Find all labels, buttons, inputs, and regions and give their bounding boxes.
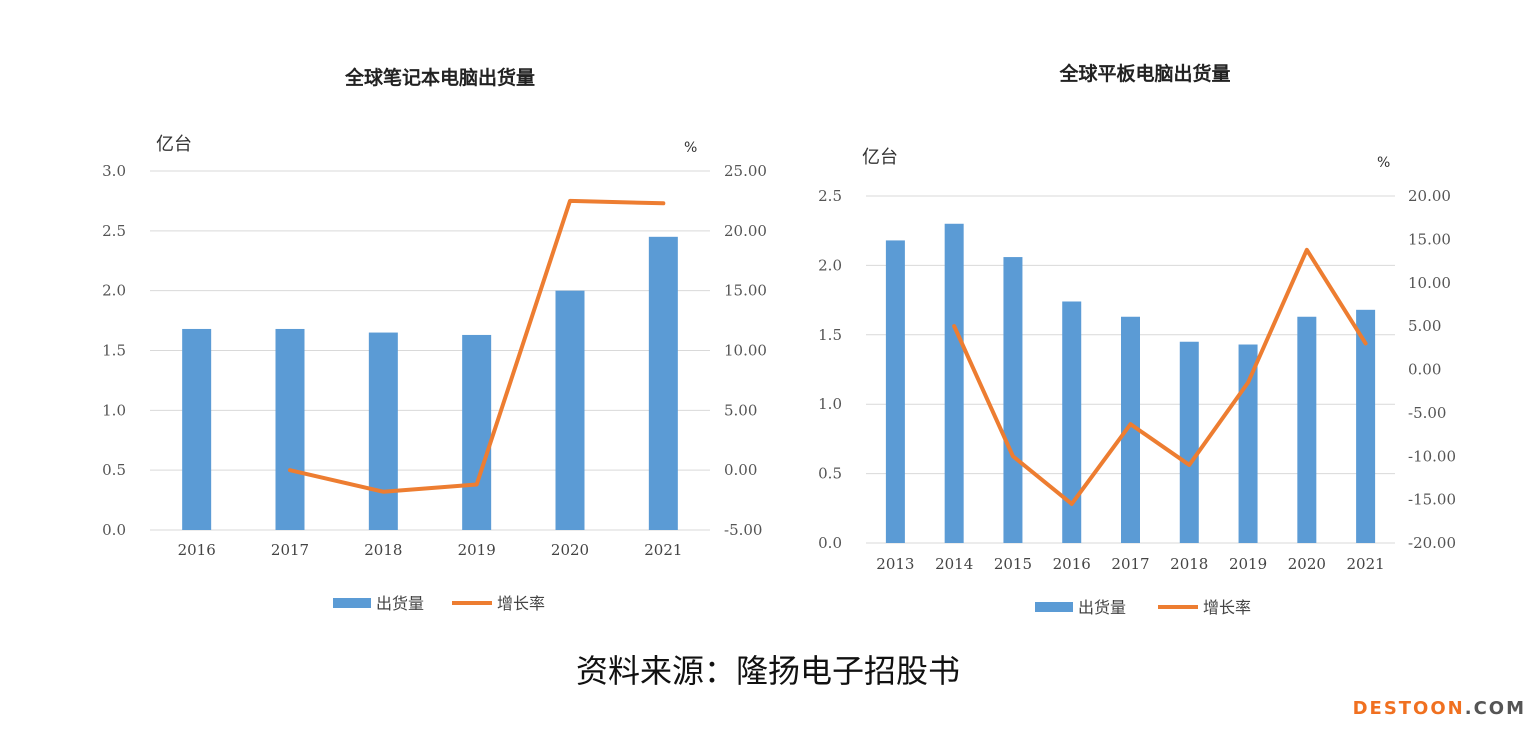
bar-shipments-2015 xyxy=(1003,257,1023,543)
left-axis-tick-label: 0.5 xyxy=(102,461,126,479)
bar-shipments-2013 xyxy=(885,240,905,543)
chart-1-legend-bar-swatch xyxy=(333,598,371,608)
left-axis-tick-label: 2.0 xyxy=(818,256,842,274)
right-axis-tick-label: 5.00 xyxy=(1408,317,1441,335)
category-tick-label: 2020 xyxy=(1288,555,1326,573)
category-tick-label: 2019 xyxy=(1229,555,1267,573)
bar-shipments-2020 xyxy=(1297,316,1317,543)
chart-2-title: 全球平板电脑出货量 xyxy=(1058,62,1230,85)
right-axis-tick-label: 10.00 xyxy=(724,342,767,360)
left-axis-tick-label: 1.0 xyxy=(102,401,126,419)
chart-1: 全球笔记本电脑出货量 亿台 % 0.0 0.5 1.0 1.5 2.0 2.5 3.0 -5.… xyxy=(102,66,767,613)
right-axis-tick-label: 20.00 xyxy=(1408,187,1451,205)
bar-shipments-2016 xyxy=(1062,301,1082,543)
chart-2: 全球平板电脑出货量 亿台 % 0.0 0.5 1.0 1.5 2.0 2.5 -20.00 -… xyxy=(818,62,1456,617)
category-tick-label: 2015 xyxy=(994,555,1032,573)
left-axis-tick-label: 0.0 xyxy=(102,521,126,539)
bar-shipments-2016 xyxy=(182,328,212,530)
growth-rate-line xyxy=(952,247,1368,506)
chart-1-title: 全球笔记本电脑出货量 xyxy=(344,66,535,89)
left-axis-tick-label: 2.0 xyxy=(102,282,126,300)
right-axis-tick-label: 25.00 xyxy=(724,162,767,180)
bar-shipments-2018 xyxy=(1179,341,1199,543)
left-axis-tick-label: 0.0 xyxy=(818,534,842,552)
category-tick-label: 2021 xyxy=(1347,555,1385,573)
watermark-part-1: DESTOON xyxy=(1352,698,1465,719)
chart-1-left-unit: 亿台 xyxy=(156,134,192,155)
category-tick-label: 2018 xyxy=(364,541,402,559)
left-axis-tick-label: 2.5 xyxy=(102,222,126,240)
right-axis-tick-label: -10.00 xyxy=(1408,447,1456,465)
chart-1-bars xyxy=(182,236,678,531)
bar-shipments-2021 xyxy=(1356,309,1376,543)
category-tick-label: 2017 xyxy=(1111,555,1149,573)
left-axis-tick-label: 3.0 xyxy=(102,162,126,180)
chart-1-gridlines xyxy=(150,170,710,531)
category-tick-label: 2019 xyxy=(458,541,496,559)
watermark-logo: DESTOON.COM xyxy=(1353,698,1526,719)
bar-shipments-2019 xyxy=(1238,344,1258,543)
bar-shipments-2018 xyxy=(368,332,398,530)
left-axis-tick-label: 2.5 xyxy=(818,187,842,205)
left-axis-tick-label: 1.0 xyxy=(818,395,842,413)
chart-2-legend-line-label: 增长率 xyxy=(1203,598,1251,617)
chart-2-right-unit: % xyxy=(1377,155,1390,171)
bar-shipments-2021 xyxy=(648,236,678,531)
watermark-part-2: .COM xyxy=(1464,698,1526,719)
chart-1-ticks: 0.0 0.5 1.0 1.5 2.0 2.5 3.0 -5.00 0.00 5.00 10.00 1… xyxy=(102,162,767,559)
chart-2-legend-bar-label: 出货量 xyxy=(1078,598,1126,617)
category-tick-label: 2018 xyxy=(1170,555,1208,573)
right-axis-tick-label: 0.00 xyxy=(724,461,757,479)
source-caption: 资料来源：隆扬电子招股书 xyxy=(575,652,960,690)
right-axis-tick-label: -20.00 xyxy=(1408,534,1456,552)
bar-shipments-2017 xyxy=(275,328,305,530)
right-axis-tick-label: -5.00 xyxy=(1408,404,1446,422)
right-axis-tick-label: 10.00 xyxy=(1408,274,1451,292)
chart-1-line xyxy=(288,198,666,494)
right-axis-tick-label: 15.00 xyxy=(1408,230,1451,248)
chart-1-legend-bar-label: 出货量 xyxy=(376,594,424,613)
right-axis-tick-label: -15.00 xyxy=(1408,491,1456,509)
category-tick-label: 2016 xyxy=(1053,555,1091,573)
right-axis-tick-label: 5.00 xyxy=(724,401,757,419)
bar-shipments-2017 xyxy=(1121,316,1140,543)
category-tick-label: 2014 xyxy=(935,555,973,573)
right-axis-tick-label: 0.00 xyxy=(1408,361,1441,379)
chart-2-line xyxy=(952,247,1368,506)
bar-shipments-2014 xyxy=(944,223,964,543)
category-tick-label: 2016 xyxy=(178,541,216,559)
category-tick-label: 2013 xyxy=(876,555,914,573)
right-axis-tick-label: 20.00 xyxy=(724,222,767,240)
chart-1-legend-line-label: 增长率 xyxy=(497,594,545,613)
charts-canvas: 全球笔记本电脑出货量 亿台 % 0.0 0.5 1.0 1.5 2.0 2.5 3.0 -5.… xyxy=(102,62,1456,617)
left-axis-tick-label: 0.5 xyxy=(818,465,842,483)
chart-2-legend-bar-swatch xyxy=(1035,602,1073,612)
bar-shipments-2020 xyxy=(555,290,585,530)
chart-2-left-unit: 亿台 xyxy=(862,147,898,168)
left-axis-tick-label: 1.5 xyxy=(102,342,126,360)
right-axis-tick-label: -5.00 xyxy=(724,521,762,539)
chart-2-ticks: 0.0 0.5 1.0 1.5 2.0 2.5 -20.00 -15.00 -10.00 -5.0… xyxy=(818,187,1456,573)
chart-1-right-unit: % xyxy=(684,140,697,156)
right-axis-tick-label: 15.00 xyxy=(724,282,767,300)
category-tick-label: 2017 xyxy=(271,541,309,559)
chart-2-legend: 出货量 增长率 xyxy=(1035,598,1251,617)
bar-shipments-2019 xyxy=(462,334,492,530)
chart-2-bars xyxy=(885,223,1376,543)
left-axis-tick-label: 1.5 xyxy=(818,326,842,344)
chart-1-legend: 出货量 增长率 xyxy=(333,594,545,613)
category-tick-label: 2020 xyxy=(551,541,589,559)
category-tick-label: 2021 xyxy=(644,541,682,559)
